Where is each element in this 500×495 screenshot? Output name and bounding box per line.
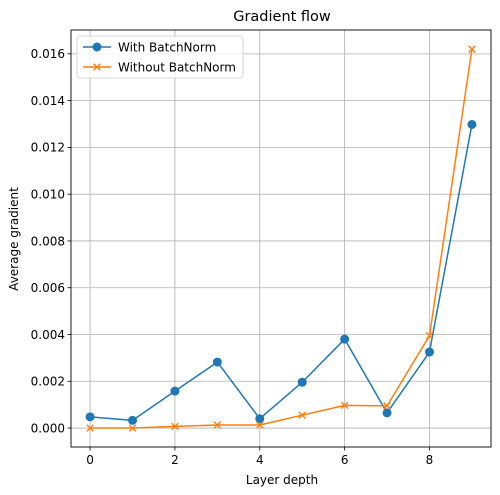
series-0 [85,119,477,425]
data-point [255,414,265,424]
y-tick-label: 0.002 [31,375,65,389]
data-point [340,401,349,410]
data-point [425,331,434,340]
legend-entry-label: Without BatchNorm [118,60,236,74]
data-point [297,377,307,387]
data-point [424,347,434,357]
data-point [255,421,264,429]
y-tick-label: 0.000 [31,421,65,435]
y-tick-label: 0.010 [31,187,65,201]
series-line [90,124,473,422]
y-tick-label: 0.016 [31,47,65,61]
series-1 [86,45,476,432]
data-point [383,402,391,410]
x-axis-label: Layer depth [246,473,318,487]
data-point [170,386,180,396]
series-line [90,49,473,429]
x-tick-label: 0 [86,453,94,467]
x-tick-label: 8 [426,453,434,467]
y-tick-label: 0.014 [31,94,65,108]
data-point [213,421,222,429]
legend-box [76,35,244,79]
plot-frame [70,29,492,448]
y-axis-label: Average gradient [7,187,21,291]
x-tick-label: 6 [341,453,349,467]
ticks: 0 2 4 6 8 0.000 0.002 0.004 0.006 0.008 0.010 0.012… [31,47,434,467]
x-tick-label: 4 [256,453,264,467]
data-point [85,412,95,422]
legend: With BatchNorm Without BatchNorm [76,35,244,79]
data-point [128,415,138,425]
legend-entry-label: With BatchNorm [118,40,216,54]
data-point [171,422,179,431]
data-point [128,424,137,432]
y-tick-label: 0.004 [31,328,65,342]
data-point [467,119,477,129]
y-tick-label: 0.012 [31,141,65,155]
y-tick-label: 0.006 [31,281,65,295]
data-point [212,357,222,367]
y-tick-label: 0.008 [31,234,65,248]
data-point [340,334,350,344]
data-point [298,411,307,419]
legend-swatch-marker [92,42,102,52]
x-tick-label: 2 [171,453,179,467]
series-layer [85,45,477,432]
chart-title: Gradient flow [233,9,331,25]
data-point [86,424,94,432]
legend-swatch-marker [93,63,101,71]
data-point [468,45,476,53]
data-point [382,408,392,418]
